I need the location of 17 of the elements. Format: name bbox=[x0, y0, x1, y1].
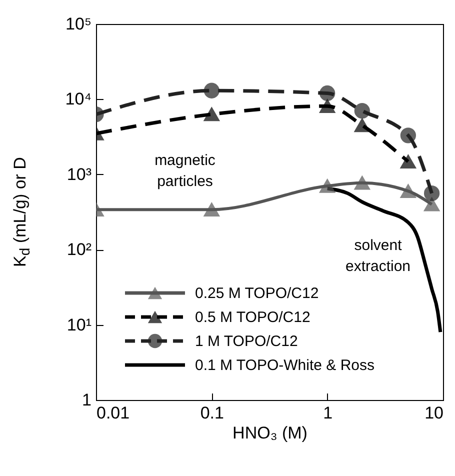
legend-label: 0.1 M TOPO-White & Ross bbox=[195, 357, 374, 374]
x-tick-label: 1 bbox=[323, 404, 333, 422]
y-tick-label: 10² bbox=[66, 240, 92, 260]
y-tick-label: 1 bbox=[82, 390, 92, 410]
x-axis-title: HNO₃ (M) bbox=[232, 424, 308, 442]
y-tick-label: 10⁵ bbox=[66, 14, 92, 34]
x-tick-label: 0.01 bbox=[96, 404, 130, 422]
x-tick-label: 0.1 bbox=[200, 404, 224, 422]
legend-label: 0.5 M TOPO/C12 bbox=[195, 309, 310, 326]
y-tick-label: 10⁴ bbox=[65, 90, 92, 109]
y-tick-label: 10¹ bbox=[66, 315, 92, 334]
y-tick-label: 10³ bbox=[66, 164, 92, 184]
legend-label: 1 M TOPO/C12 bbox=[195, 333, 298, 350]
annotation: magnetic particles bbox=[154, 152, 216, 190]
annotation: solvent extraction bbox=[345, 237, 411, 275]
legend-label: 0.25 M TOPO/C12 bbox=[195, 285, 319, 302]
x-tick-label: 10 bbox=[424, 404, 444, 422]
